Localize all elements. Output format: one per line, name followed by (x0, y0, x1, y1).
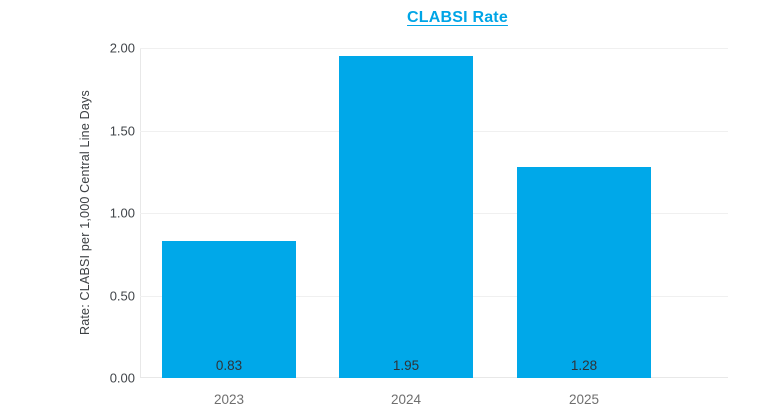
x-axis-category-labels: 2023 2024 2025 (140, 378, 728, 408)
x-category-label-2023: 2023 (213, 392, 245, 407)
x-category-label-2025: 2025 (568, 392, 600, 407)
chart-title[interactable]: CLABSI Rate (407, 9, 508, 26)
bar-2025[interactable]: 1.28 (517, 166, 651, 378)
bar-2023[interactable]: 0.83 (162, 241, 296, 378)
x-category-label-2024: 2024 (390, 392, 422, 407)
y-tick-label: 1.50 (109, 123, 135, 138)
y-axis-tick-labels: 0.00 0.50 1.00 1.50 2.00 (0, 41, 135, 386)
bar-2024[interactable]: 1.95 (339, 56, 473, 378)
y-tick-label: 0.00 (109, 370, 135, 386)
bar-value-label: 1.28 (570, 358, 598, 373)
y-tick-label: 1.00 (109, 205, 135, 221)
plot-area: 0.83 1.95 1.28 (140, 48, 728, 378)
gridline (140, 48, 728, 49)
y-tick-label: 2.00 (109, 40, 135, 56)
y-tick-label: 0.50 (109, 288, 135, 303)
bar-value-label: 0.83 (215, 358, 243, 373)
bar-value-label: 1.95 (392, 358, 420, 373)
